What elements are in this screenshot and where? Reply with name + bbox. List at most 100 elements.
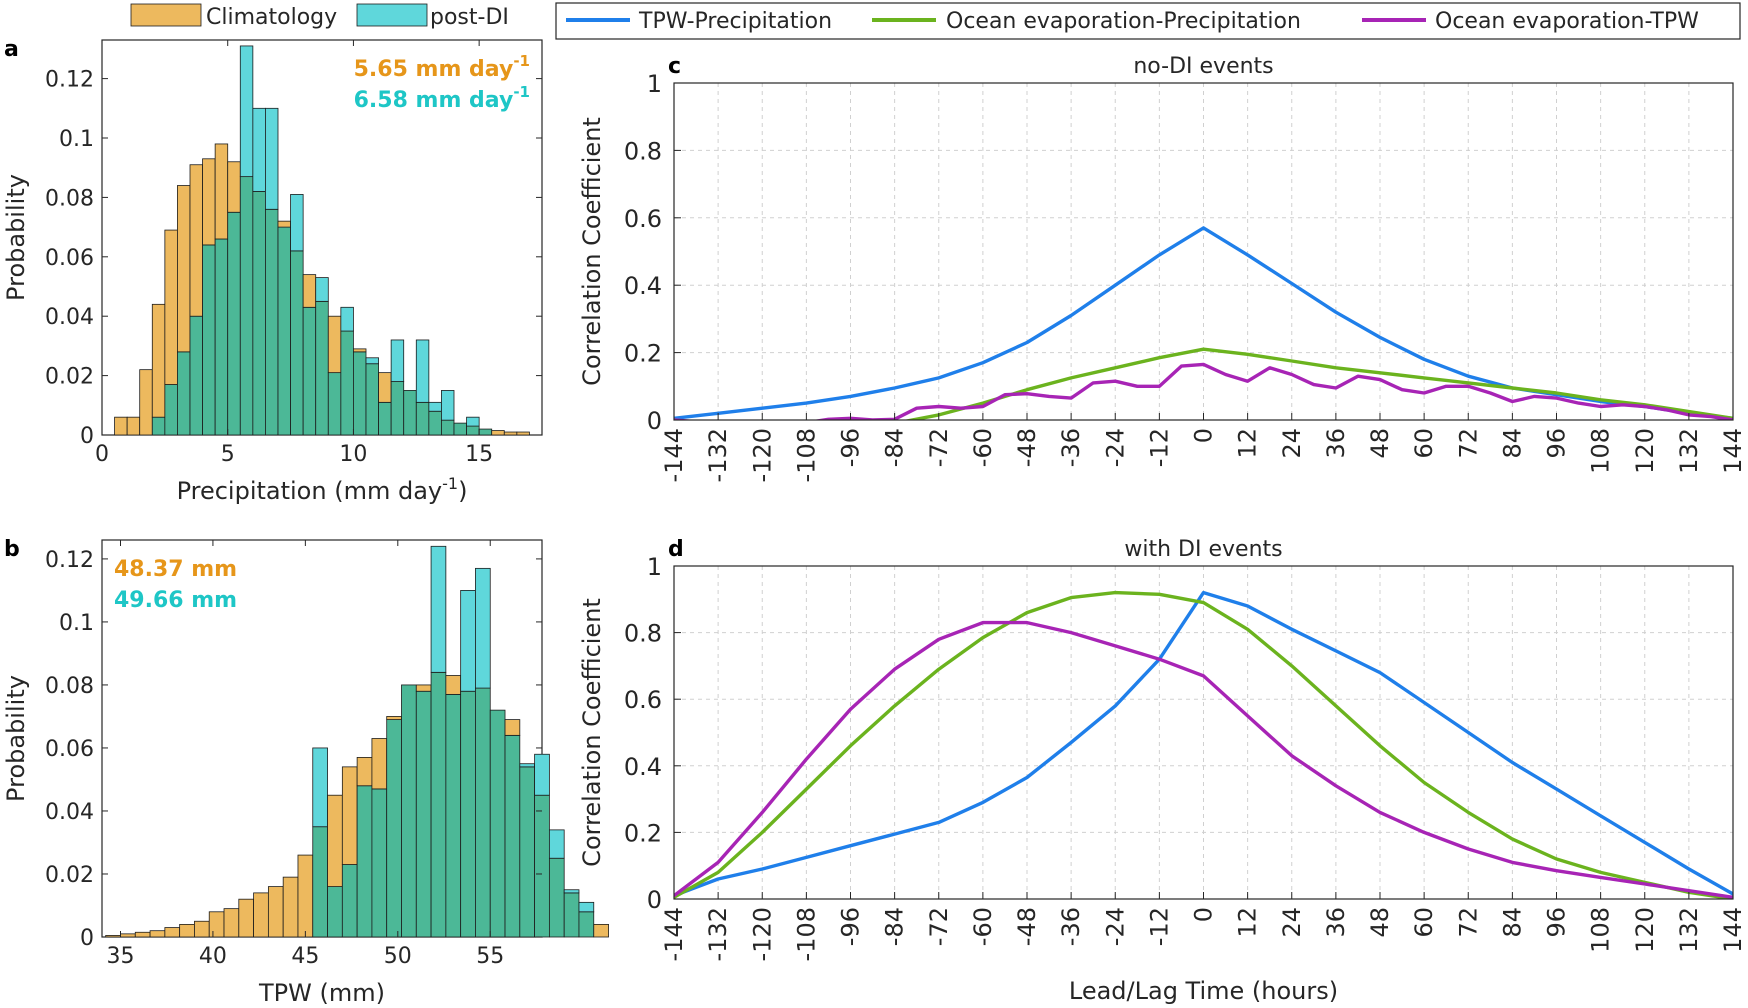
y-tick-label: 0.6 [624,205,662,233]
x-tick-label: -84 [881,907,909,946]
bar-overlap [428,410,442,436]
x-axis-label: Precipitation (mm day-1) [177,474,468,505]
y-tick-label: 0.08 [45,186,94,211]
y-tick-label: 0.02 [45,365,94,390]
bar-climatology [164,229,178,385]
stat-sup: -1 [513,83,530,101]
line-panel-c: 00.20.40.60.81-144 -132 -120 -108 -96 -84 -72-… [578,54,1747,482]
y-tick-label: 0.06 [45,246,94,271]
bar-overlap [378,401,392,436]
x-tick-label: 5 [221,442,235,467]
y-tick-label: 0 [80,926,94,951]
bar-postdi [415,339,430,403]
bar-overlap [371,788,388,938]
x-tick-label: 84 [1498,428,1526,459]
x-tick-label: -36 [1057,907,1085,946]
bars [105,545,609,938]
bar-overlap [214,238,229,436]
y-tick-label: 0.02 [45,863,94,888]
x-tick-label: -96 [837,428,865,467]
bar-climatology [149,930,166,938]
bar-postdi [252,107,266,192]
bar-overlap [164,384,178,436]
legend-swatch [356,3,428,27]
panel-letter: a [4,37,19,62]
x-tick-label: 72 [1454,907,1482,938]
bar-overlap [265,208,279,436]
bar-overlap [356,785,373,938]
x-axis-label: Lead/Lag Time (hours) [1069,977,1338,1005]
bar-overlap [327,372,342,436]
stat-value: 48.37 mm [114,557,237,582]
bar-climatology [253,892,269,938]
y-tick-label: 0.12 [45,548,94,573]
y-tick-label: 0.8 [624,620,662,648]
bar-overlap [365,363,379,436]
y-tick-label: 0.2 [624,819,662,847]
x-tick-label: 0 [1190,428,1218,443]
x-tick-label: -72 [925,907,953,946]
legend-label: Climatology [206,5,337,30]
x-axis-label-text: TPW (mm) [258,979,385,1007]
bar-overlap [327,886,343,938]
bar-overlap [227,211,241,436]
bar-climatology [267,886,284,938]
y-tick-label: 1 [647,70,662,98]
x-tick-label: -120 [748,907,776,961]
bar-postdi [441,390,455,421]
x-tick-label: 12 [1234,428,1262,459]
x-tick-label: 132 [1675,428,1703,474]
histogram-panel-b: 0 0.02 0.04 0.06 0.08 0.1 0.12 35 40 45 50 55 Probab… [2,537,609,1007]
bar-overlap [441,419,455,436]
x-tick-label: -36 [1057,428,1085,467]
bar-climatology [302,274,317,308]
bar-postdi [312,747,328,828]
bar-postdi [460,590,476,692]
bar-postdi [340,306,354,332]
x-tick-label: 48 [1366,907,1394,938]
bar-postdi [265,107,279,210]
bar-climatology [327,794,343,887]
bar-postdi [466,416,480,427]
bar-climatology [415,684,432,692]
x-tick-label: -84 [881,428,909,467]
x-tick-label: 10 [339,442,367,467]
bar-climatology [202,158,216,246]
x-tick-label: 0 [1190,907,1218,922]
x-tick-label: 48 [1366,428,1394,459]
bar-climatology [114,416,128,436]
y-tick-label: 0.2 [624,340,662,368]
bar-overlap [189,315,203,436]
x-tick-label: 24 [1278,907,1306,938]
x-axis-label-text: Precipitation (mm day [177,477,443,505]
x-tick-label: -12 [1145,907,1173,946]
bar-climatology [126,416,141,436]
x-tick-label: -60 [969,428,997,467]
panel-letter: c [668,54,681,79]
bar-climatology [491,430,505,436]
x-tick-label: 24 [1278,428,1306,459]
series-group [674,590,1733,899]
bar-overlap [290,250,304,436]
y-tick-label: 0.04 [45,305,94,330]
bar-postdi [430,545,447,673]
bar-climatology [386,716,402,720]
panel-letter: d [668,537,684,562]
bar-climatology [504,719,521,736]
bar-overlap [466,425,480,436]
bars [114,45,530,436]
legend-label: TPW-Precipitation [638,9,832,34]
bar-postdi [428,401,442,412]
bar-climatology [445,675,462,695]
bar-postdi [365,357,379,365]
y-tick-label: 0.06 [45,737,94,762]
bar-overlap [202,244,216,436]
bar-postdi [315,277,329,302]
x-tick-label: 96 [1543,907,1571,938]
bar-postdi [239,45,254,178]
x-tick-label: 60 [1410,907,1438,938]
bar-climatology [223,908,240,938]
bar-overlap [478,428,493,436]
y-tick-label: 0.1 [59,127,94,152]
